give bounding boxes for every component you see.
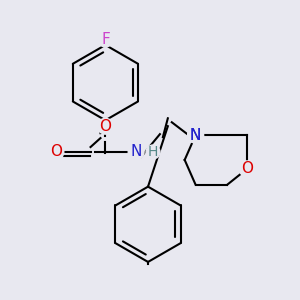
Text: O: O: [99, 119, 111, 134]
Text: H: H: [148, 145, 158, 159]
Circle shape: [48, 144, 64, 160]
Circle shape: [188, 127, 203, 143]
Text: N: N: [190, 128, 201, 142]
Circle shape: [128, 144, 144, 160]
Circle shape: [98, 118, 113, 134]
Text: F: F: [101, 32, 110, 46]
Text: N: N: [190, 128, 201, 142]
Circle shape: [188, 127, 203, 143]
Text: O: O: [241, 161, 253, 176]
Text: O: O: [50, 145, 62, 160]
Text: N: N: [130, 145, 142, 160]
Circle shape: [98, 31, 113, 47]
Circle shape: [239, 161, 255, 177]
Circle shape: [146, 145, 160, 159]
